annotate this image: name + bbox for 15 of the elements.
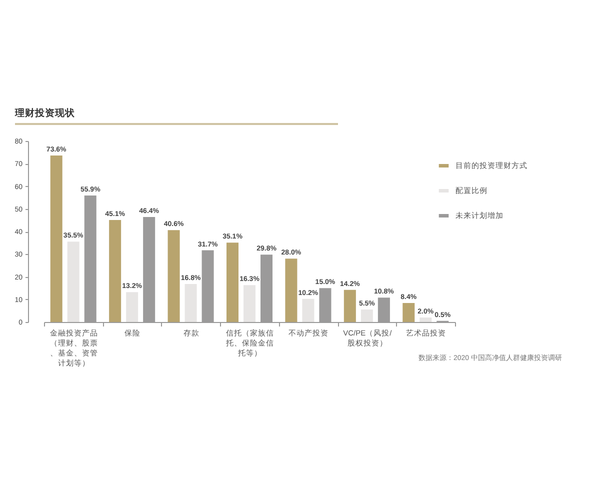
bar — [402, 302, 415, 322]
bar — [184, 284, 197, 322]
bar — [243, 285, 256, 322]
bar — [344, 290, 356, 322]
bar — [420, 317, 432, 322]
chart-title: 理财投资现状 — [15, 107, 75, 120]
bar — [285, 258, 298, 322]
bar — [360, 310, 373, 322]
bar — [109, 220, 122, 322]
bar — [126, 292, 138, 322]
bar — [50, 155, 62, 322]
bar — [67, 242, 80, 322]
bar — [168, 230, 180, 322]
bar — [226, 242, 238, 322]
bar — [302, 298, 314, 322]
